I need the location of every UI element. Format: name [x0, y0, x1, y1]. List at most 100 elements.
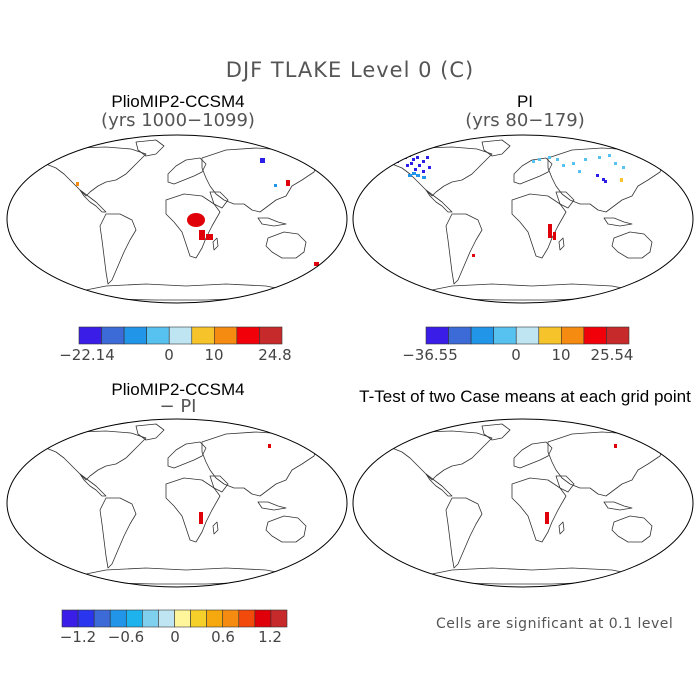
lake-cell — [598, 156, 601, 159]
colorbar-tick-label: 24.8 — [258, 346, 292, 364]
lake-cell — [578, 170, 581, 173]
continent-greenland — [481, 423, 511, 441]
colorbar-swatch — [190, 609, 207, 628]
lake-cell — [416, 174, 420, 177]
panel1-title: PlioMIP2-CCSM4 — [111, 92, 245, 111]
colorbar-swatch — [206, 609, 224, 628]
colorbar-swatch — [93, 609, 111, 628]
lake-cell — [274, 184, 277, 187]
colorbar-swatch — [583, 326, 607, 345]
colorbar-swatch — [109, 609, 127, 628]
continent-north-america — [391, 430, 493, 481]
continent-madagascar — [212, 521, 219, 535]
continent-africa — [511, 477, 567, 543]
lake-cell — [584, 158, 587, 161]
lake-cell — [260, 158, 265, 163]
lake-cell — [596, 174, 599, 177]
continent-north-america — [391, 146, 493, 197]
colorbar-swatch — [470, 326, 494, 345]
continent-europe — [167, 157, 207, 185]
continent-australia — [611, 231, 653, 259]
colorbar-swatch — [425, 326, 449, 345]
lake-cells-group — [76, 158, 319, 266]
lake-cell — [614, 444, 617, 448]
colorbar-swatch — [259, 326, 283, 345]
lake-cell — [412, 172, 416, 175]
colorbar-swatch — [123, 326, 147, 345]
lake-cell — [553, 232, 556, 240]
lake-cell — [572, 162, 575, 165]
colorbar-pi — [425, 326, 630, 345]
continent-south-america — [99, 213, 137, 285]
continent-africa — [165, 477, 221, 543]
colorbar-pi-labels: −36.55 0 10 25.54 — [402, 346, 633, 364]
continent-madagascar — [212, 237, 219, 251]
continent-arabia — [555, 475, 575, 493]
continent-africa — [165, 193, 221, 259]
lake-cell — [604, 180, 607, 183]
lake-cell — [286, 180, 290, 186]
colorbar-swatch — [158, 609, 175, 628]
colorbar-swatch — [125, 609, 143, 628]
continent-central-america — [425, 473, 453, 497]
colorbar-swatch — [270, 609, 288, 628]
continent-africa — [511, 193, 567, 259]
continent-australia — [265, 231, 307, 259]
continent-indonesia — [603, 501, 633, 511]
continent-south-america — [445, 213, 483, 285]
lake-cell — [548, 224, 552, 238]
colorbar-swatch — [236, 326, 260, 345]
lake-cell — [422, 176, 426, 179]
map-outline — [352, 418, 694, 588]
colorbar-swatch — [538, 326, 562, 345]
map-outline — [6, 134, 348, 304]
continent-europe — [167, 441, 207, 469]
colorbar-swatch — [222, 609, 240, 628]
lake-cell — [532, 160, 535, 163]
lake-cell — [562, 164, 565, 167]
colorbar-tick-label: 10 — [551, 346, 571, 364]
continent-australia — [265, 515, 307, 543]
colorbar-tick-label: 0.6 — [211, 628, 235, 646]
lake-cell — [206, 234, 213, 240]
lake-cell — [548, 156, 551, 159]
colorbar-tick-label: −1.2 — [59, 628, 97, 646]
lake-cell — [199, 512, 203, 524]
lake-cells-group — [545, 444, 617, 524]
colorbar-swatch — [142, 609, 159, 628]
panel3-subtitle: − PI — [159, 396, 197, 417]
lake-cell — [472, 254, 475, 257]
lake-cell — [400, 152, 403, 155]
continent-indonesia — [257, 217, 287, 227]
continent-madagascar — [558, 521, 565, 535]
lake-cell — [602, 178, 605, 181]
lake-cell — [76, 182, 79, 186]
continent-madagascar — [558, 237, 565, 251]
continent-asia — [201, 147, 319, 213]
lake-cell — [410, 162, 413, 165]
lake-cell — [608, 154, 611, 157]
lake-cell — [418, 164, 421, 167]
map-ttest — [352, 418, 694, 588]
panel3-title: PlioMIP2-CCSM4 — [111, 380, 245, 399]
lake-cell — [187, 213, 205, 227]
colorbar-pliomip2 — [78, 326, 283, 345]
colorbar-difference — [61, 609, 288, 628]
continent-north-america — [45, 430, 147, 481]
colorbar-difference-labels: −1.2 −0.6 0 0.6 1.2 — [59, 628, 287, 646]
continent-south-america — [99, 497, 137, 569]
colorbar-swatch — [61, 609, 79, 628]
colorbar-tick-label: 25.54 — [590, 346, 634, 364]
lake-cell — [556, 158, 559, 161]
colorbar-swatch — [561, 326, 585, 345]
colorbar-swatch — [168, 326, 193, 345]
colorbar-swatch — [254, 609, 272, 628]
panel1-subtitle: (yrs 1000−1099) — [101, 110, 255, 131]
continent-indonesia — [603, 217, 633, 227]
continent-north-america — [45, 146, 147, 197]
lake-cell — [538, 158, 541, 161]
colorbar-tick-label: 1.2 — [258, 628, 282, 646]
continent-central-america — [79, 473, 107, 497]
continent-asia — [201, 431, 319, 497]
colorbar-swatch — [606, 326, 630, 345]
